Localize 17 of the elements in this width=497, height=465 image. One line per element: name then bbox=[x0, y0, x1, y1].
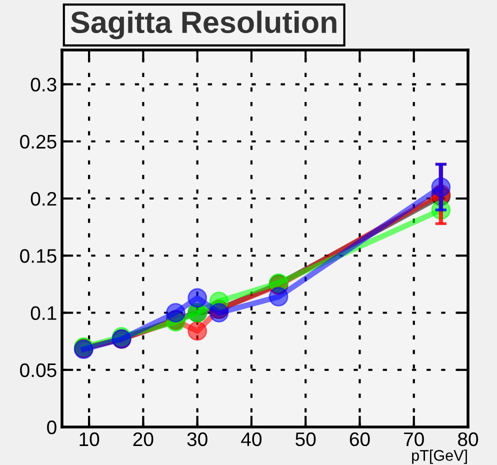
x-tick-label: 80 bbox=[458, 432, 478, 446]
x-tick-label: 60 bbox=[350, 432, 370, 446]
y-tick-label: 0.3 bbox=[30, 78, 56, 92]
y-tick-label: 0.15 bbox=[20, 249, 56, 263]
x-tick-label: 30 bbox=[187, 432, 208, 446]
y-tick-label: 0.2 bbox=[30, 192, 56, 206]
y-tick-label: 0.25 bbox=[20, 134, 56, 149]
x-tick-label: 10 bbox=[80, 432, 100, 446]
y-tick-label: 0 bbox=[47, 420, 56, 434]
x-tick-label: 20 bbox=[133, 432, 154, 446]
x-tick-label: 40 bbox=[241, 432, 262, 446]
chart-title: Sagitta Resolution bbox=[70, 10, 336, 40]
x-tick-label: 50 bbox=[296, 432, 316, 446]
x-axis-title: pT[GeV] bbox=[412, 450, 467, 464]
x-tick-label: 70 bbox=[404, 432, 424, 446]
y-tick-label: 0.05 bbox=[20, 363, 56, 378]
y-tick-label: 0.1 bbox=[30, 306, 56, 320]
